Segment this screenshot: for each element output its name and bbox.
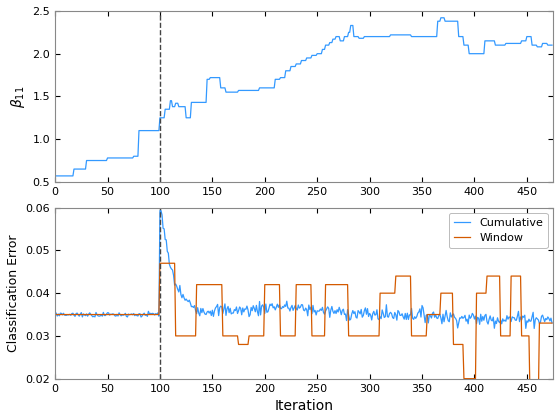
Cumulative	[412, 316, 419, 321]
Window	[157, 261, 164, 266]
Cumulative	[52, 311, 58, 316]
Window	[412, 333, 419, 339]
Y-axis label: Classification Error: Classification Error	[7, 234, 20, 352]
Cumulative	[549, 320, 556, 326]
Cumulative	[157, 208, 164, 213]
Legend: Cumulative, Window: Cumulative, Window	[449, 213, 548, 248]
Window	[87, 312, 94, 317]
Y-axis label: $\beta_{11}$: $\beta_{11}$	[9, 85, 27, 108]
Window	[485, 273, 492, 278]
Line: Cumulative: Cumulative	[55, 211, 552, 328]
Cumulative	[531, 326, 538, 331]
Cumulative	[87, 312, 94, 317]
Line: Window: Window	[55, 263, 552, 396]
Window	[549, 320, 556, 326]
Cumulative	[354, 308, 361, 313]
Cumulative	[485, 322, 492, 327]
Cumulative	[53, 310, 59, 315]
Window	[53, 312, 59, 317]
Cumulative	[395, 310, 402, 315]
Window	[354, 333, 361, 339]
Window	[52, 312, 58, 317]
Window	[395, 273, 402, 278]
X-axis label: Iteration: Iteration	[274, 399, 334, 413]
Window	[526, 393, 533, 398]
